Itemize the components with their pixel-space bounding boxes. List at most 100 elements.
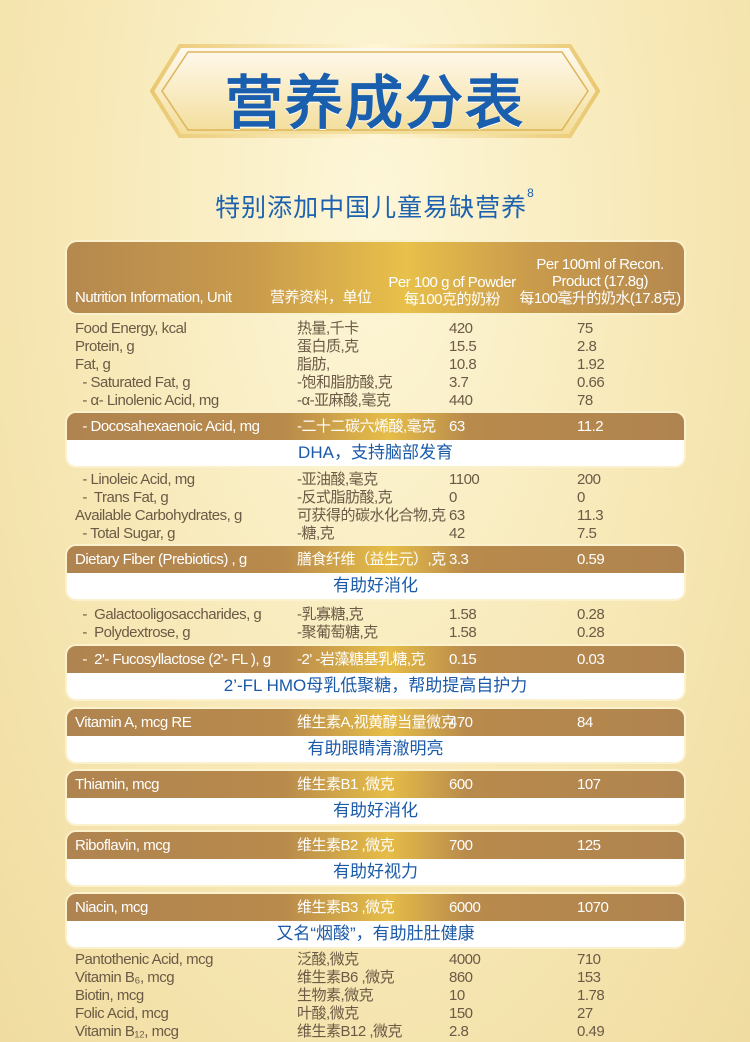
nutrient-cn: -糖,克 [297,525,335,542]
per-100g-value: 63 [449,507,465,524]
nutrient-en: - α- Linolenic Acid, mg [75,392,219,409]
per-100ml-value: 125 [577,837,601,854]
nutrient-en: Vitamin A, mcg RE [75,714,192,731]
per-100g-value: 600 [449,776,473,793]
per-100ml-value: 107 [577,776,601,793]
per-100g-value: 0 [449,489,457,506]
nutrient-en: - Polydextrose, g [75,624,191,641]
per-100ml-value: 1070 [577,899,609,916]
highlight-band: - 2'- Fucosyllactose (2'- FL ), g -2' -岩藻… [67,646,684,699]
benefit-note: DHA，支持脑部发育 [67,440,684,466]
table-row: - Total Sugar, g -糖,克 42 7.5 [67,525,684,543]
nutrient-cn: 维生素A,视黄醇当量微克 [297,714,456,731]
per-100ml-value: 0.49 [577,1023,605,1040]
table-row: Biotin, mcg 生物素,微克 10 1.78 [67,987,684,1005]
per-100ml-value: 0.59 [577,551,605,568]
rows-group: Food Energy, kcal 热量,千卡 420 75 Protein, g 蛋白质… [67,320,684,410]
benefit-note: 又名“烟酸”，有助肚肚健康 [67,921,684,947]
nutrient-cn: 热量,千卡 [297,320,359,337]
nutrient-en: Folic Acid, mcg [75,1005,169,1022]
table-row: Vitamin B₁₂, mcg 维生素B12 ,微克 2.8 0.49 [67,1023,684,1041]
highlight-row: Riboflavin, mcg 维生素B2 ,微克 700 125 [67,832,684,859]
nutrient-en: - Trans Fat, g [75,489,169,506]
table-row: - Polydextrose, g -聚葡萄糖,克 1.58 0.28 [67,624,684,642]
per-100g-value: 1.58 [449,624,477,641]
nutrient-cn: 维生素B3 ,微克 [297,899,395,916]
table-row: Fat, g 脂肪, 10.8 1.92 [67,356,684,374]
rows-group: - Linoleic Acid, mg -亚油酸,毫克 1100 200 - Tran… [67,471,684,543]
per-100g-value: 420 [449,320,473,337]
nutrient-en: Pantothenic Acid, mcg [75,951,213,968]
nutrient-cn: -乳寡糖,克 [297,606,364,623]
nutrient-en: Available Carbohydrates, g [75,507,242,524]
benefit-note: 有助眼睛清澈明亮 [67,736,684,762]
highlight-band: Vitamin A, mcg RE 维生素A,视黄醇当量微克 470 84 有助眼睛清澈… [67,709,684,762]
per-100ml-value: 710 [577,951,601,968]
per-100g-value: 860 [449,969,473,986]
per-100ml-value: 27 [577,1005,593,1022]
table-row: Folic Acid, mcg 叶酸,微克 150 27 [67,1005,684,1023]
per-100ml-value: 0 [577,489,585,506]
highlight-row: - Docosahexaenoic Acid, mg -二十二碳六烯酸,毫克 63 1… [67,413,684,440]
nutrient-en: Food Energy, kcal [75,320,187,337]
highlight-band: - Docosahexaenoic Acid, mg -二十二碳六烯酸,毫克 63 1… [67,413,684,466]
header-en: Nutrition Information, Unit [75,289,232,306]
nutrient-en: Protein, g [75,338,135,355]
per-100g-value: 0.15 [449,651,477,668]
table-row: Pantothenic Acid, mcg 泛酸,微克 4000 710 [67,951,684,969]
per-100g-value: 63 [449,418,465,435]
nutrient-en: - Total Sugar, g [75,525,175,542]
per-100g-value: 440 [449,392,473,409]
rows-group: - Galactooligosaccharides, g -乳寡糖,克 1.58 0.… [67,606,684,642]
per-100ml-value: 11.2 [577,418,604,435]
per-100g-value: 1100 [449,471,480,488]
per-100ml-value: 7.5 [577,525,597,542]
page-title: 营养成分表 [224,71,525,136]
nutrient-en: Niacin, mcg [75,899,148,916]
table-row: - Linoleic Acid, mg -亚油酸,毫克 1100 200 [67,471,684,489]
per-100ml-value: 75 [577,320,593,337]
table-row: - Trans Fat, g -反式脂肪酸,克 0 0 [67,489,684,507]
nutrient-cn: -α-亚麻酸,毫克 [297,392,391,409]
nutrient-cn: -二十二碳六烯酸,毫克 [297,418,436,435]
table-row: - Galactooligosaccharides, g -乳寡糖,克 1.58 0.… [67,606,684,624]
per-100ml-value: 0.03 [577,651,605,668]
per-100ml-value: 1.78 [577,987,605,1004]
nutrient-cn: 叶酸,微克 [297,1005,359,1022]
nutrient-cn: 维生素B1 ,微克 [297,776,395,793]
nutrient-cn: -反式脂肪酸,克 [297,489,393,506]
header-per-100ml-cn: 每100毫升的奶水(17.8克) [519,290,681,307]
nutrient-cn: 脂肪, [297,356,330,373]
nutrient-cn: 维生素B12 ,微克 [297,1023,403,1040]
per-100g-value: 2.8 [449,1023,469,1040]
nutrient-en: - Docosahexaenoic Acid, mg [75,418,260,435]
nutrient-en: Vitamin B₆, mcg [75,969,175,986]
subtitle-text: 特别添加中国儿童易缺营养 [215,194,528,222]
table-row: - α- Linolenic Acid, mg -α-亚麻酸,毫克 440 78 [67,392,684,410]
header-per-100g: Per 100 g of Powder 每100克的奶粉 [382,274,522,308]
per-100ml-value: 84 [577,714,593,731]
highlight-row: Dietary Fiber (Prebiotics) , g 膳食纤维（益生元）,… [67,546,684,573]
per-100g-value: 10.8 [449,356,477,373]
nutrient-cn: -聚葡萄糖,克 [297,624,378,641]
header-per-100g-cn: 每100克的奶粉 [403,291,501,308]
highlight-row: - 2'- Fucosyllactose (2'- FL ), g -2' -岩藻… [67,646,684,673]
per-100g-value: 42 [449,525,465,542]
per-100ml-value: 0.28 [577,606,605,623]
nutrient-cn: 生物素,微克 [297,987,374,1004]
per-100g-value: 1.58 [449,606,477,623]
per-100g-value: 3.7 [449,374,469,391]
per-100ml-value: 1.92 [577,356,605,373]
table-header: Nutrition Information, Unit 营养资料，单位 Per … [67,242,684,313]
benefit-note: 有助好视力 [67,859,684,885]
header-per-100g-en: Per 100 g of Powder [388,274,516,291]
nutrient-en: - Saturated Fat, g [75,374,191,391]
nutrient-cn: -亚油酸,毫克 [297,471,378,488]
highlight-row: Thiamin, mcg 维生素B1 ,微克 600 107 [67,771,684,798]
highlight-band: Niacin, mcg 维生素B3 ,微克 6000 1070 又名“烟酸”，有助肚肚健… [67,894,684,947]
per-100ml-value: 153 [577,969,601,986]
title-banner: 营养成分表 [150,42,600,140]
per-100ml-value: 78 [577,392,593,409]
per-100g-value: 10 [449,987,465,1004]
nutrient-en: - Linoleic Acid, mg [75,471,195,488]
